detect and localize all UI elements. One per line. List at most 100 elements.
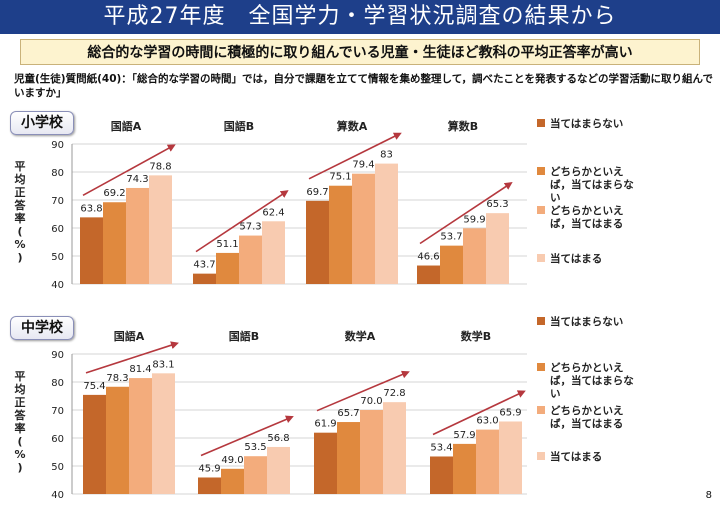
y-tick-label: 90 — [51, 140, 64, 151]
legend-swatch — [537, 206, 545, 214]
y-tick-label: 60 — [51, 434, 64, 445]
data-label: 69.2 — [103, 188, 125, 199]
data-label: 75.1 — [329, 172, 351, 183]
legend-label: どちらかといえ — [550, 404, 624, 417]
data-label: 62.4 — [262, 207, 284, 218]
trend-arrow — [308, 132, 402, 180]
subject-label: 国語B — [224, 119, 254, 133]
y-tick-label: 90 — [51, 350, 64, 361]
y-tick-label: 40 — [51, 490, 64, 501]
y-tick-label: 50 — [51, 252, 64, 263]
bar — [216, 252, 239, 284]
bar — [103, 202, 126, 284]
data-label: 53.5 — [244, 442, 266, 453]
data-label: 56.8 — [267, 433, 289, 444]
subject-label: 国語A — [111, 119, 142, 133]
bar — [198, 477, 221, 494]
bar — [152, 373, 175, 494]
data-label: 45.9 — [198, 463, 220, 474]
trend-arrow — [85, 341, 179, 374]
bar — [193, 273, 216, 284]
data-label: 83.1 — [152, 359, 174, 370]
data-label: 57.3 — [239, 222, 261, 233]
bar — [314, 432, 337, 494]
junior-high-school-tag: 中学校 — [10, 316, 74, 340]
data-label: 81.4 — [129, 364, 151, 375]
trend-arrow — [82, 144, 176, 197]
y-tick-label: 80 — [51, 378, 64, 389]
y-tick-label: 40 — [51, 280, 64, 291]
y-tick-label: 80 — [51, 168, 64, 179]
data-label: 46.6 — [417, 252, 439, 263]
trend-arrow — [200, 415, 294, 457]
data-label: 57.9 — [453, 430, 475, 441]
data-label: 51.1 — [216, 239, 238, 250]
bar — [221, 468, 244, 494]
bar — [476, 429, 499, 494]
data-label: 59.9 — [463, 214, 485, 225]
bar — [306, 200, 329, 284]
legend-label: どちらかといえ — [550, 361, 624, 374]
trend-arrow — [419, 182, 513, 245]
subject-label: 国語A — [114, 329, 145, 343]
legend-label: い — [550, 192, 561, 204]
bar — [375, 163, 398, 284]
data-label: 74.3 — [126, 174, 148, 185]
data-label: 65.9 — [499, 407, 521, 418]
legend-label: 当てはまる — [550, 450, 602, 463]
y-axis-label: 平均正答率(%) — [14, 370, 26, 474]
y-axis-label: 平均正答率(%) — [14, 160, 26, 264]
legend-swatch — [537, 254, 545, 262]
data-label: 75.4 — [83, 381, 105, 392]
data-label: 65.3 — [486, 199, 508, 210]
y-tick-label: 70 — [51, 196, 64, 207]
legend-label: ば，当てはまる — [550, 217, 623, 230]
bar — [440, 245, 463, 284]
data-label: 78.8 — [149, 161, 171, 172]
trend-arrow — [432, 390, 526, 436]
y-tick-label: 60 — [51, 224, 64, 235]
bar — [126, 187, 149, 284]
bar — [453, 443, 476, 494]
bar — [337, 422, 360, 494]
legend-label: ば，当てはまらな — [550, 178, 634, 191]
legend-label: ば，当てはまる — [550, 417, 623, 430]
bar — [383, 402, 406, 494]
bar — [106, 386, 129, 494]
data-label: 49.0 — [221, 455, 243, 466]
legend-swatch — [537, 317, 545, 325]
legend-label: どちらかといえ — [550, 165, 624, 178]
data-label: 78.3 — [106, 373, 128, 384]
data-label: 61.9 — [314, 419, 336, 430]
elementary-school-tag: 小学校 — [10, 111, 74, 135]
bar — [352, 173, 375, 284]
legend-label: 当てはまらない — [550, 315, 623, 328]
subject-label: 算数B — [447, 119, 478, 133]
data-label: 53.7 — [440, 232, 462, 243]
data-label: 53.4 — [430, 442, 452, 453]
bar — [129, 378, 152, 494]
legend-swatch — [537, 452, 545, 460]
bar — [149, 175, 172, 284]
trend-arrow — [195, 190, 289, 253]
bar — [244, 456, 267, 494]
data-label: 63.8 — [80, 203, 102, 214]
bar — [486, 213, 509, 284]
subject-label: 国語B — [229, 329, 259, 343]
subject-label: 数学A — [345, 329, 376, 343]
data-label: 65.7 — [337, 408, 359, 419]
bar — [463, 228, 486, 284]
y-tick-label: 70 — [51, 406, 64, 417]
legend-label: ば，当てはまらな — [550, 374, 634, 387]
data-label: 43.7 — [193, 260, 215, 271]
data-label: 69.7 — [306, 187, 328, 198]
legend-swatch — [537, 406, 545, 414]
data-label: 72.8 — [383, 388, 405, 399]
trend-arrow — [316, 370, 410, 412]
legend-swatch — [537, 119, 545, 127]
bar — [239, 235, 262, 284]
legend-label: い — [550, 388, 561, 400]
survey-question: 児童(生徒)質問紙(40)：「総合的な学習の時間」では，自分で課題を立てて情報を… — [14, 73, 713, 99]
legend-label: 当てはまらない — [550, 117, 623, 130]
